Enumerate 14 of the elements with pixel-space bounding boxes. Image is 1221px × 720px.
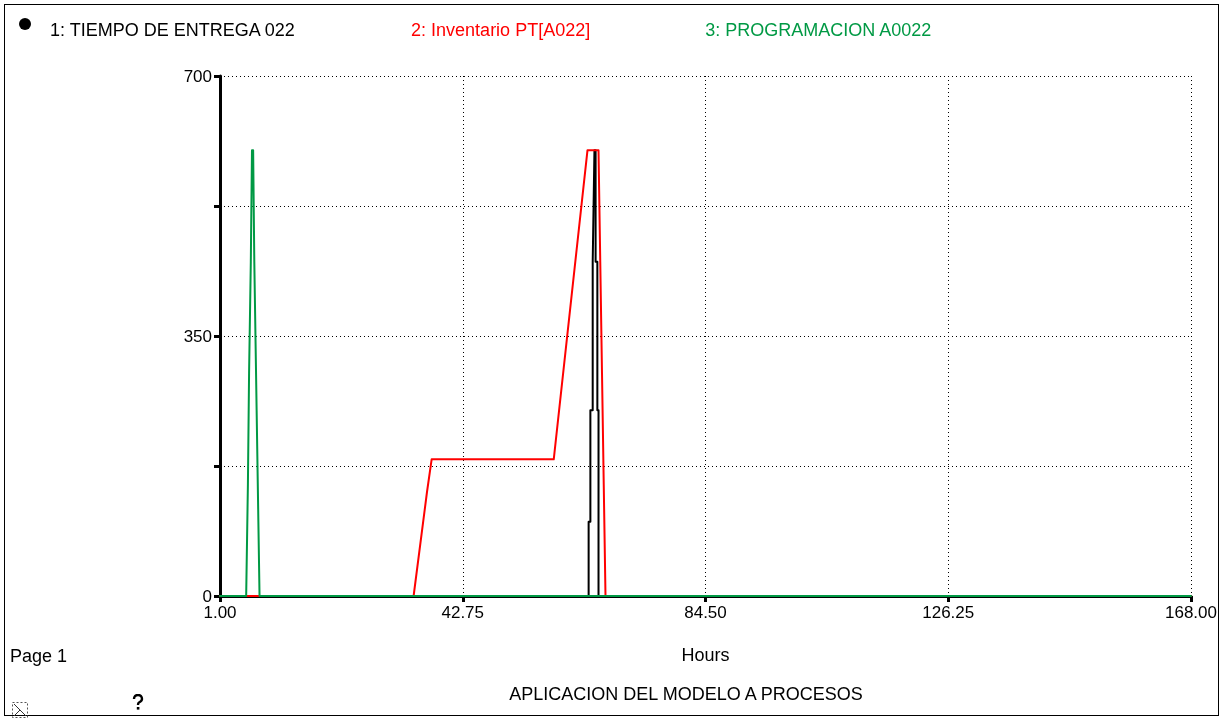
text: APLICACION DEL MODELO A PROCESOS xyxy=(509,684,863,705)
x-tick-label: 84.50 xyxy=(684,603,727,622)
y-tick-label: 700 xyxy=(183,66,212,86)
x-axis-title: Hours xyxy=(681,645,730,665)
y-tick-label: 350 xyxy=(183,326,212,346)
x-tick-label: 168.00 xyxy=(1165,603,1217,622)
text: 2: Inventario PT[A022] xyxy=(411,20,591,40)
text: Page 1 xyxy=(10,646,68,667)
x-tick-label: 126.25 xyxy=(922,603,975,622)
legend-label: 1: TIEMPO DE ENTREGA 022 xyxy=(50,20,295,40)
x-tick-label: 1.00 xyxy=(203,603,237,622)
x-tick-label: 42.75 xyxy=(441,603,485,622)
text: 3: PROGRAMACION A0022 xyxy=(705,20,932,40)
y-tick-label: 0 xyxy=(202,586,212,606)
